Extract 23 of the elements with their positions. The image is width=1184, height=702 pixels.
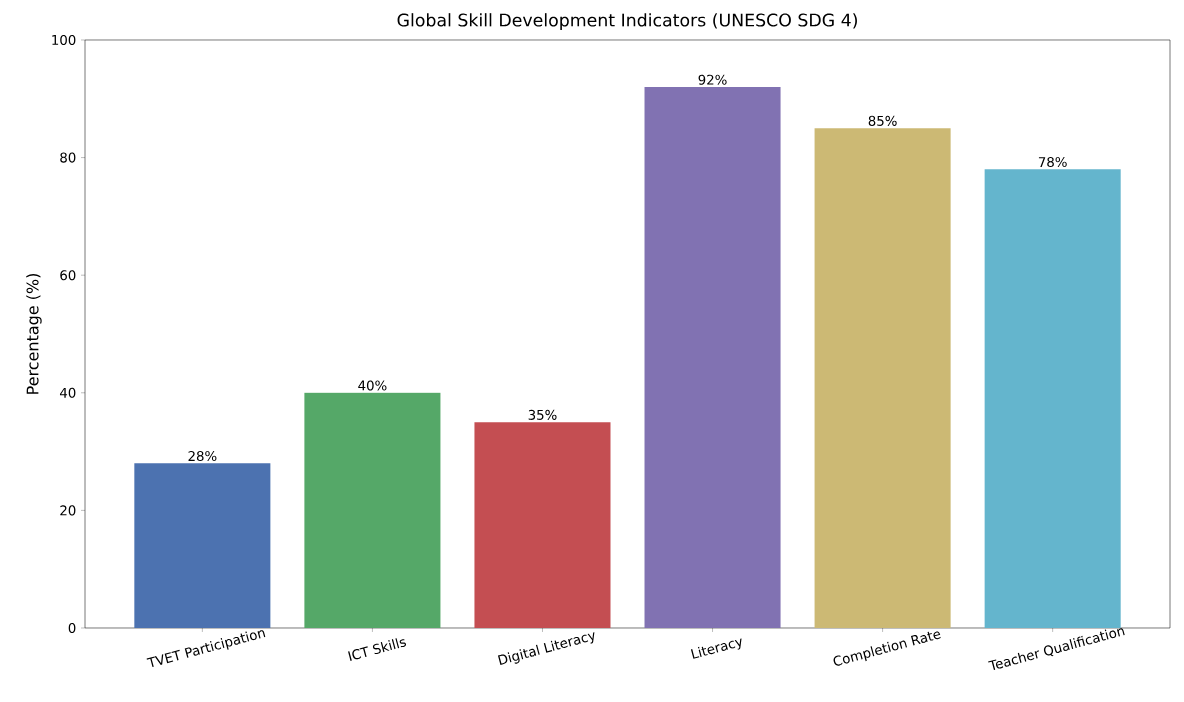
x-tick-label: Literacy xyxy=(690,638,742,659)
data-label: 35% xyxy=(528,409,557,420)
y-tick-label: 80 xyxy=(60,152,76,163)
bar xyxy=(304,392,441,628)
data-label: 78% xyxy=(1038,156,1067,168)
bar xyxy=(984,169,1121,628)
chart-title: Global Skill Development Indicators (UNESCO SDG 4) xyxy=(397,13,857,30)
data-label: 85% xyxy=(868,115,897,126)
bar xyxy=(474,422,611,628)
data-label: 28% xyxy=(188,450,217,462)
data-label: 40% xyxy=(358,380,387,391)
y-tick-label: 100 xyxy=(52,34,76,46)
bar xyxy=(644,87,781,628)
y-tick-label: 0 xyxy=(68,622,76,634)
y-tick-label: 60 xyxy=(60,270,76,281)
x-tick-label: ICT Skills xyxy=(348,638,407,661)
y-axis-title: Percentage (%) xyxy=(26,273,42,394)
data-label: 92% xyxy=(698,74,727,85)
bar xyxy=(134,463,271,628)
y-tick-label: 20 xyxy=(60,505,76,516)
y-tick-label: 40 xyxy=(59,387,76,398)
bar xyxy=(814,128,951,628)
x-tick-label: Digital Literacy xyxy=(497,632,595,666)
